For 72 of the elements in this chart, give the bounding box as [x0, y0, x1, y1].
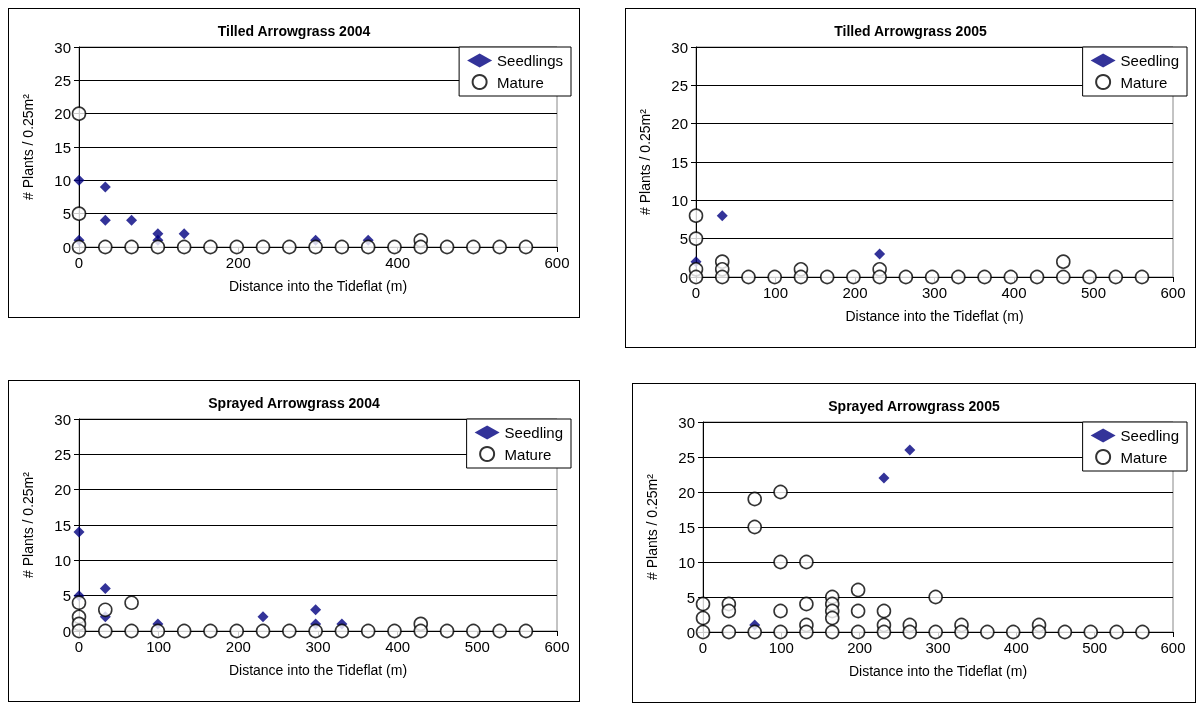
- y-tick-label: 5: [679, 230, 688, 248]
- y-tick-label: 25: [671, 76, 688, 94]
- x-tick-label: 400: [385, 254, 411, 271]
- y-tick-label: 20: [678, 483, 695, 501]
- x-tick-label: 200: [847, 639, 873, 656]
- y-tick-label: 5: [62, 205, 71, 223]
- legend-label: Mature: [1120, 448, 1168, 466]
- x-tick-label: 400: [385, 638, 411, 655]
- x-tick-label: 600: [1160, 639, 1186, 656]
- y-axis-title: # Plants / 0.25m²: [637, 108, 653, 215]
- legend-label: Seedling: [504, 424, 564, 441]
- y-tick-label: 5: [62, 587, 71, 605]
- chart-title: Sprayed Arrowgrass 2004: [208, 395, 380, 411]
- x-tick-label: 400: [1001, 284, 1027, 301]
- y-tick-label: 10: [54, 551, 71, 569]
- x-tick-label: 600: [544, 254, 570, 271]
- x-tick-label: 0: [74, 638, 84, 655]
- y-tick-label: 30: [678, 413, 695, 431]
- y-tick-label: 5: [686, 588, 695, 606]
- x-tick-label: 100: [768, 639, 794, 656]
- x-tick-label: 100: [146, 638, 172, 655]
- y-tick-label: 30: [54, 38, 71, 56]
- y-tick-label: 25: [54, 71, 71, 89]
- y-tick-label: 15: [54, 516, 71, 534]
- y-tick-label: 20: [54, 481, 71, 499]
- x-tick-label: 0: [698, 639, 708, 656]
- y-tick-label: 30: [54, 410, 71, 428]
- x-axis-title: Distance into the Tideflat (m): [228, 278, 408, 294]
- y-tick-label: 15: [678, 518, 695, 536]
- y-tick-label: 20: [671, 115, 688, 133]
- x-tick-label: 600: [544, 638, 570, 655]
- chart-title: Sprayed Arrowgrass 2005: [828, 398, 1000, 414]
- y-tick-label: 0: [686, 623, 695, 641]
- y-tick-label: 10: [678, 553, 695, 571]
- legend-label: Seedling: [1120, 52, 1180, 69]
- x-axis-title: Distance into the Tideflat (m): [228, 662, 408, 678]
- x-axis-title: Distance into the Tideflat (m): [845, 308, 1024, 324]
- x-tick-label: 200: [225, 638, 251, 655]
- x-tick-label: 200: [842, 284, 868, 301]
- x-tick-label: 300: [305, 638, 331, 655]
- legend-label: Seedling: [1120, 427, 1180, 444]
- x-axis-title: Distance into the Tideflat (m): [848, 663, 1028, 679]
- y-tick-label: 0: [679, 268, 688, 286]
- y-axis-title: # Plants / 0.25m²: [20, 471, 36, 578]
- x-tick-label: 500: [1080, 284, 1107, 301]
- x-tick-label: 200: [225, 254, 251, 271]
- y-tick-label: 15: [54, 138, 71, 156]
- y-tick-label: 30: [671, 38, 688, 56]
- y-tick-label: 15: [671, 153, 688, 171]
- chart-title: Tilled Arrowgrass 2005: [834, 23, 987, 39]
- y-axis-title: # Plants / 0.25m²: [644, 473, 660, 580]
- chart-title: Tilled Arrowgrass 2004: [217, 23, 371, 39]
- x-tick-label: 300: [921, 284, 948, 301]
- legend-label: Seedlings: [497, 52, 564, 69]
- y-tick-label: 20: [54, 105, 71, 123]
- x-tick-label: 500: [1082, 639, 1108, 656]
- legend-label: Mature: [497, 73, 544, 91]
- y-tick-label: 0: [62, 238, 71, 256]
- y-tick-label: 25: [678, 448, 695, 466]
- y-tick-label: 25: [54, 445, 71, 463]
- y-axis-title: # Plants / 0.25m²: [20, 93, 36, 200]
- x-tick-label: 500: [464, 638, 490, 655]
- y-tick-label: 0: [62, 622, 71, 640]
- y-tick-label: 10: [671, 191, 688, 209]
- x-tick-label: 300: [925, 639, 951, 656]
- x-tick-label: 600: [1160, 284, 1186, 301]
- legend-label: Mature: [1120, 73, 1168, 91]
- x-tick-label: 0: [74, 254, 84, 271]
- legend-label: Mature: [504, 445, 552, 463]
- y-tick-label: 10: [54, 171, 71, 189]
- x-tick-label: 100: [762, 284, 789, 301]
- x-tick-label: 400: [1003, 639, 1029, 656]
